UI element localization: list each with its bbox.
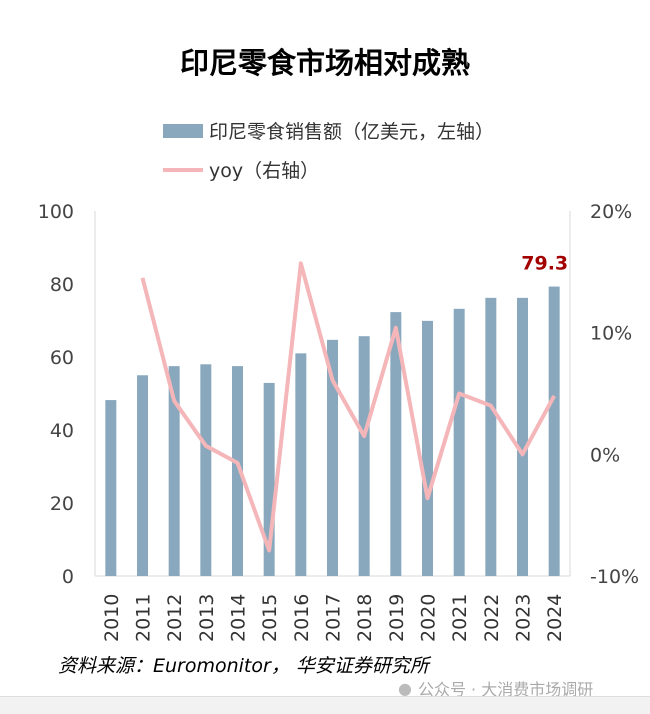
data-label-2024: 79.3 bbox=[521, 253, 568, 275]
x-tick-label: 2010 bbox=[101, 594, 123, 642]
bar bbox=[390, 312, 402, 576]
x-tick-label: 2011 bbox=[133, 594, 155, 642]
left-tick-label: 100 bbox=[38, 201, 74, 223]
watermark: ● 公众号 · 大消费市场调研 bbox=[398, 676, 593, 700]
watermark-text: 公众号 · 大消费市场调研 bbox=[417, 680, 594, 699]
bar bbox=[200, 364, 212, 576]
x-tick-label: 2014 bbox=[228, 594, 250, 642]
left-tick-label: 60 bbox=[50, 347, 74, 369]
legend-swatch-bar bbox=[163, 123, 203, 138]
bar bbox=[295, 353, 307, 576]
right-tick-label: 0% bbox=[590, 444, 620, 466]
legend-swatch-line bbox=[163, 167, 203, 172]
bar bbox=[422, 320, 433, 576]
source-note: 资料来源：Euromonitor， 华安证券研究所 bbox=[58, 655, 429, 677]
bar bbox=[168, 366, 180, 576]
chart-title: 印尼零食市场相对成熟 bbox=[179, 46, 470, 80]
x-tick-label: 2015 bbox=[259, 594, 281, 642]
wechat-icon: ● bbox=[398, 678, 412, 698]
legend-label: yoy（右轴） bbox=[209, 160, 320, 182]
x-tick-label: 2020 bbox=[418, 594, 440, 642]
bar bbox=[263, 382, 275, 576]
right-tick-label: -10% bbox=[590, 566, 639, 588]
x-tick-label: 2023 bbox=[513, 594, 535, 642]
x-tick-label: 2018 bbox=[354, 594, 376, 642]
x-tick-label: 2019 bbox=[386, 594, 408, 642]
legend-item-yoy: yoy（右轴） bbox=[163, 156, 319, 183]
bar bbox=[105, 400, 117, 576]
bar bbox=[485, 297, 497, 576]
right-tick-label: 20% bbox=[590, 201, 632, 223]
legend-label: 印尼零食销售额（亿美元，左轴） bbox=[209, 121, 495, 143]
yoy-line bbox=[140, 261, 556, 553]
left-tick-label: 80 bbox=[50, 274, 74, 296]
bar bbox=[137, 375, 148, 576]
chart-plot: 0 20 40 60 80 100 -10% 0% 10% 20% 2010 2011 2012 2013… bbox=[38, 201, 639, 642]
bar bbox=[327, 339, 338, 576]
x-tick-label: 2016 bbox=[291, 594, 313, 642]
x-tick-label: 2024 bbox=[544, 594, 566, 642]
x-tick-label: 2012 bbox=[164, 594, 186, 642]
left-tick-label: 0 bbox=[62, 566, 74, 588]
left-tick-label: 40 bbox=[50, 420, 74, 442]
bar bbox=[453, 308, 465, 576]
left-tick-label: 20 bbox=[50, 493, 74, 515]
x-tick-label: 2021 bbox=[449, 594, 471, 642]
x-tick-label: 2022 bbox=[481, 594, 503, 642]
x-tick-label: 2017 bbox=[323, 594, 345, 642]
bottom-bar bbox=[0, 696, 650, 714]
bar bbox=[358, 336, 370, 576]
legend-item-sales: 印尼零食销售额（亿美元，左轴） bbox=[163, 117, 494, 144]
x-tick-label: 2013 bbox=[196, 594, 218, 642]
right-tick-label: 10% bbox=[590, 323, 632, 345]
bar bbox=[232, 366, 243, 576]
bar bbox=[548, 286, 560, 576]
bar bbox=[517, 297, 528, 576]
